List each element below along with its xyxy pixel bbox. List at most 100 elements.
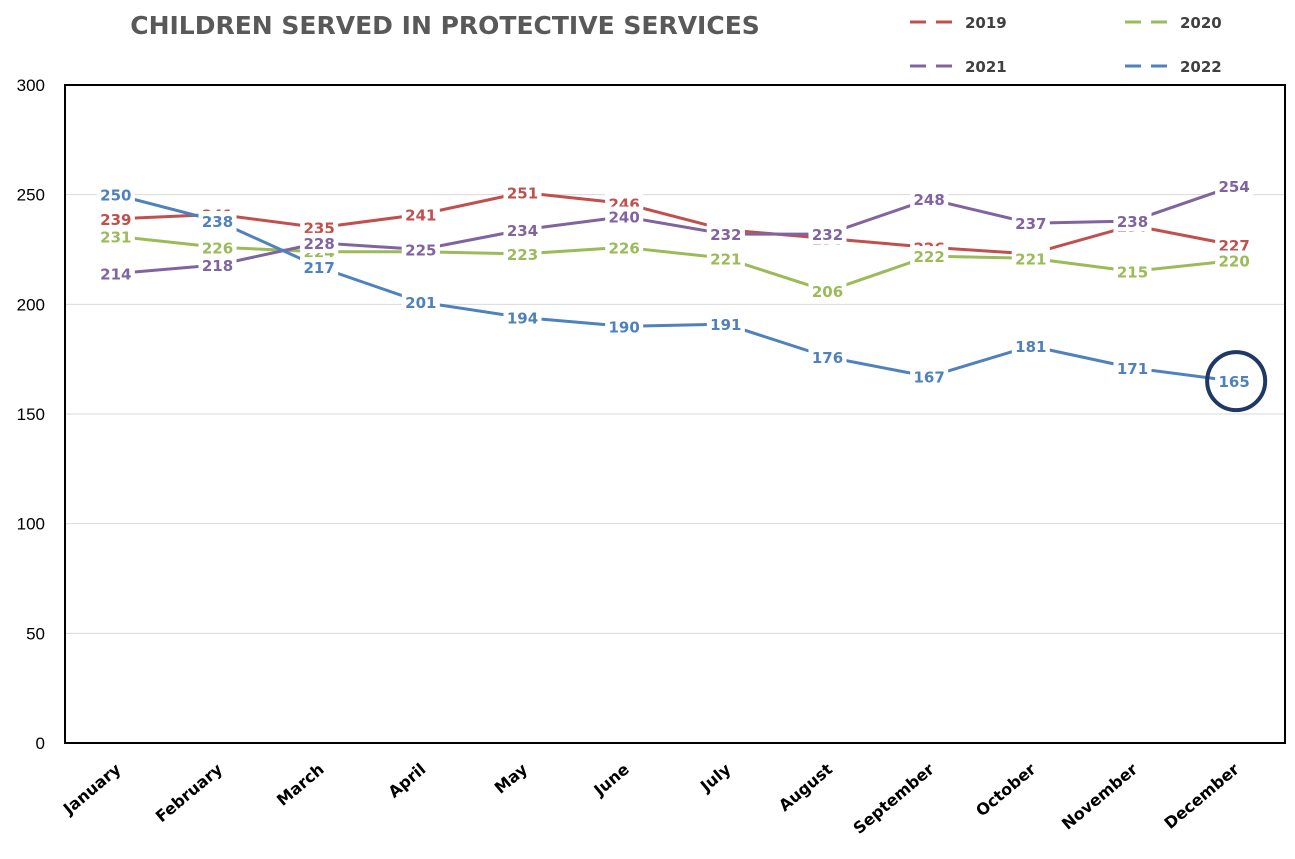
series-lines [115, 184, 1235, 383]
data-label-bg [503, 307, 542, 328]
data-label-bg [503, 182, 542, 203]
x-tick-label: July [696, 759, 735, 796]
data-label-bg [1113, 210, 1152, 231]
data-label-2021: 228 [304, 235, 335, 253]
data-label-2021: 238 [1117, 213, 1148, 231]
data-label-2021: 248 [914, 191, 945, 209]
data-label-2020: 226 [609, 239, 640, 257]
data-label-2021: 254 [1219, 178, 1250, 196]
data-label-bg [96, 184, 135, 205]
data-label-bg [1011, 248, 1050, 269]
data-label-2022: 167 [914, 369, 945, 387]
data-label-bg [198, 254, 237, 275]
data-label-2020: 231 [100, 228, 131, 246]
data-label-bg [503, 243, 542, 264]
data-label-2020: 220 [1219, 252, 1250, 270]
data-label-2020: 226 [202, 239, 233, 257]
x-tick-label: April [384, 760, 429, 802]
data-label-2021: 218 [202, 257, 233, 275]
data-label-2021: 232 [812, 226, 843, 244]
y-tick-label: 150 [17, 405, 45, 424]
data-label-bg [300, 217, 339, 238]
y-tick-label: 200 [17, 295, 45, 314]
data-label-bg [605, 206, 644, 227]
data-label-2022: 238 [202, 213, 233, 231]
y-tick-label: 100 [17, 515, 45, 534]
data-label-bg [96, 208, 135, 229]
x-tick-label: November [1058, 759, 1141, 833]
data-label-bg [910, 189, 949, 210]
data-label-bg [300, 232, 339, 253]
data-label-2020: 221 [710, 250, 741, 268]
data-label-bg [808, 346, 847, 367]
data-label-bg [96, 263, 135, 284]
y-tick-label: 50 [26, 624, 45, 643]
data-label-2020: 222 [914, 248, 945, 266]
data-label-bg [1011, 336, 1050, 357]
data-label-bg [808, 281, 847, 302]
data-label-2021: 225 [405, 242, 436, 260]
data-label-2022: 250 [100, 187, 131, 205]
chart-title: CHILDREN SERVED IN PROTECTIVE SERVICES [130, 11, 760, 40]
highlight-circle [1205, 350, 1268, 413]
data-label-2020: 206 [812, 283, 843, 301]
data-label-bg [503, 219, 542, 240]
legend-label-2020: 2020 [1180, 14, 1222, 32]
x-tick-label: October [972, 759, 1039, 820]
data-label-2021: 232 [710, 226, 741, 244]
data-label-2022: 181 [1015, 338, 1046, 356]
data-label-bg [1215, 175, 1254, 196]
data-label-bg [1215, 250, 1254, 271]
data-label-2022: 176 [812, 349, 843, 367]
y-tick-label: 300 [17, 76, 45, 95]
data-label-2022: 171 [1117, 360, 1148, 378]
legend-label-2022: 2022 [1180, 58, 1222, 76]
data-label-bg [910, 246, 949, 267]
y-tick-label: 250 [17, 186, 45, 205]
data-label-bg [401, 292, 440, 313]
gridlines [65, 194, 1285, 634]
data-label-bg [1113, 357, 1152, 378]
data-label-bg [198, 237, 237, 258]
x-axis: January February March April May June July Augu… [59, 759, 1243, 838]
data-label-bg [706, 224, 745, 245]
data-label-bg [96, 226, 135, 247]
data-label-2022: 191 [710, 316, 741, 334]
data-label-bg [300, 257, 339, 278]
data-label-bg [1113, 261, 1152, 282]
plot-area-border [64, 84, 1286, 744]
data-label-2021: 237 [1015, 215, 1046, 233]
x-tick-label: February [152, 759, 227, 826]
legend: 2019 2020 2021 2022 [910, 14, 1222, 76]
data-label-2022: 217 [304, 259, 335, 277]
highlight-marker [1205, 350, 1268, 413]
data-label-bg [1215, 235, 1254, 256]
data-label-2021: 214 [100, 266, 131, 284]
data-label-bg [198, 210, 237, 231]
data-label-2021: 240 [609, 209, 640, 227]
x-tick-label: March [273, 760, 328, 810]
x-tick-label: August [775, 759, 836, 815]
data-label-bg [1011, 213, 1050, 234]
data-label-2022: 194 [507, 309, 538, 327]
y-tick-label: 0 [36, 734, 45, 753]
data-label-2022: 190 [609, 318, 640, 336]
data-label-bg [605, 237, 644, 258]
data-label-bg [401, 239, 440, 260]
x-tick-label: January [59, 759, 125, 819]
x-tick-label: December [1161, 759, 1243, 832]
data-labels: 2392412352412512462342302262232362272312… [96, 175, 1254, 392]
data-label-bg [706, 314, 745, 335]
data-label-bg [706, 248, 745, 269]
legend-label-2019: 2019 [965, 14, 1007, 32]
data-label-bg [401, 204, 440, 225]
data-label-bg [910, 366, 949, 387]
y-axis: 0 50 100 150 200 250 300 [17, 76, 45, 753]
data-label-2019: 239 [100, 211, 131, 229]
data-label-2019: 251 [507, 184, 538, 202]
data-label-2020: 215 [1117, 263, 1148, 281]
data-label-2022: 201 [405, 294, 436, 312]
series-line-2021 [115, 184, 1235, 276]
x-tick-label: September [850, 759, 938, 837]
